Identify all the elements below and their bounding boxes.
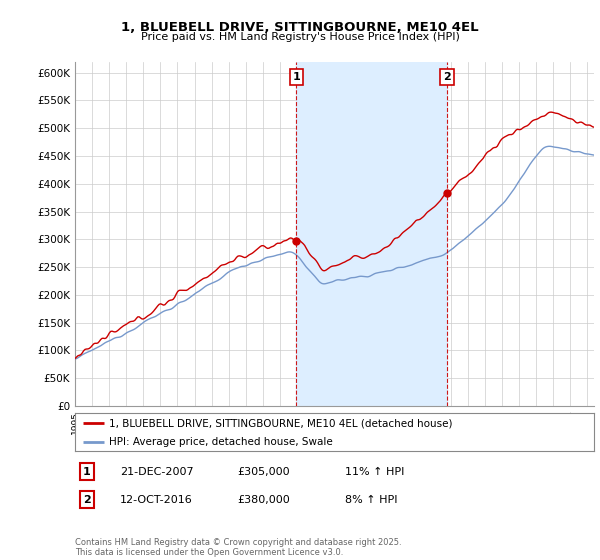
Text: £380,000: £380,000 xyxy=(237,494,290,505)
Text: HPI: Average price, detached house, Swale: HPI: Average price, detached house, Swal… xyxy=(109,437,332,447)
Text: 11% ↑ HPI: 11% ↑ HPI xyxy=(345,466,404,477)
Text: 12-OCT-2016: 12-OCT-2016 xyxy=(120,494,193,505)
Text: £305,000: £305,000 xyxy=(237,466,290,477)
Text: 2: 2 xyxy=(443,72,451,82)
Text: 2: 2 xyxy=(83,494,91,505)
Text: 8% ↑ HPI: 8% ↑ HPI xyxy=(345,494,398,505)
Text: 1: 1 xyxy=(83,466,91,477)
Bar xyxy=(296,62,447,406)
Text: Contains HM Land Registry data © Crown copyright and database right 2025.
This d: Contains HM Land Registry data © Crown c… xyxy=(75,538,401,557)
Text: 1, BLUEBELL DRIVE, SITTINGBOURNE, ME10 4EL (detached house): 1, BLUEBELL DRIVE, SITTINGBOURNE, ME10 4… xyxy=(109,418,452,428)
Text: 1, BLUEBELL DRIVE, SITTINGBOURNE, ME10 4EL: 1, BLUEBELL DRIVE, SITTINGBOURNE, ME10 4… xyxy=(121,21,479,34)
Text: 1: 1 xyxy=(293,72,301,82)
Text: Price paid vs. HM Land Registry's House Price Index (HPI): Price paid vs. HM Land Registry's House … xyxy=(140,32,460,42)
Text: 21-DEC-2007: 21-DEC-2007 xyxy=(120,466,194,477)
